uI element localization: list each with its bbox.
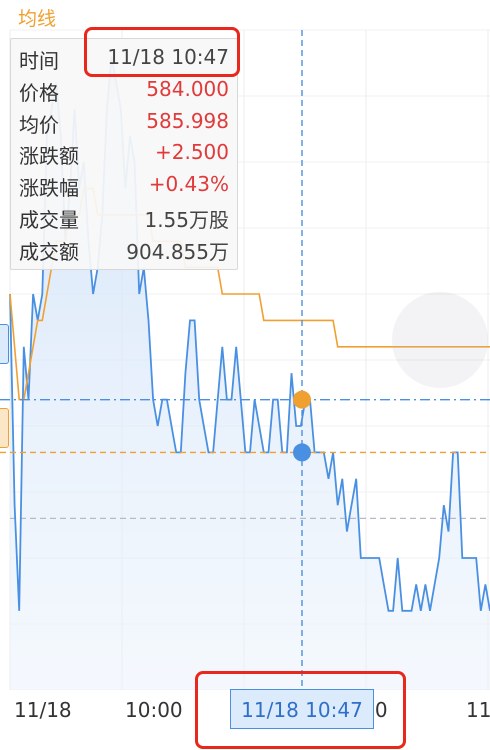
tooltip-label: 时间 bbox=[19, 49, 59, 73]
tooltip-value-change-pct: +0.43% bbox=[148, 172, 229, 196]
axis-highlight-box bbox=[195, 671, 406, 749]
price-point bbox=[293, 443, 311, 462]
tooltip-label: 成交额 bbox=[19, 240, 79, 264]
cursor-time-label: 11/18 10:47 bbox=[241, 698, 363, 722]
tooltip-row: 时间 11/18 10:47 bbox=[11, 43, 237, 74]
cursor-time-badge: 11/18 10:47 bbox=[230, 689, 374, 729]
tooltip-value-volume: 1.55万股 bbox=[144, 208, 229, 232]
average-point bbox=[293, 390, 311, 409]
side-price-tag-orange bbox=[0, 408, 9, 448]
tooltip-row: 涨跌额 +2.500 bbox=[11, 138, 237, 169]
tooltip-row: 涨跌幅 +0.43% bbox=[11, 170, 237, 201]
page-title: 均线 bbox=[18, 8, 57, 30]
tooltip-value-price: 584.000 bbox=[146, 77, 229, 101]
side-price-tag-blue bbox=[0, 324, 9, 364]
tooltip-label: 价格 bbox=[19, 81, 59, 105]
tooltip-label: 涨跌幅 bbox=[19, 176, 79, 200]
tooltip-value-time: 11/18 10:47 bbox=[107, 45, 229, 69]
time-highlight-box bbox=[84, 27, 240, 77]
tooltip-label: 成交量 bbox=[19, 208, 79, 232]
tooltip-row: 均价 585.998 bbox=[11, 107, 237, 138]
x-axis-label: 11/18 bbox=[14, 698, 72, 722]
tooltip-row: 成交额 904.855万 bbox=[11, 234, 237, 265]
tooltip-label: 涨跌额 bbox=[19, 144, 79, 168]
tooltip-row: 成交量 1.55万股 bbox=[11, 202, 237, 233]
x-axis-label: 11 bbox=[466, 698, 490, 722]
tooltip-value-avg: 585.998 bbox=[146, 109, 229, 133]
tooltip-label: 均价 bbox=[19, 113, 59, 137]
x-axis-label: 10:00 bbox=[125, 698, 183, 722]
tooltip-value-change: +2.500 bbox=[154, 140, 229, 164]
logo-watermark-icon bbox=[392, 292, 488, 388]
tooltip-row: 价格 584.000 bbox=[11, 75, 237, 106]
tooltip-value-turnover: 904.855万 bbox=[126, 240, 229, 264]
